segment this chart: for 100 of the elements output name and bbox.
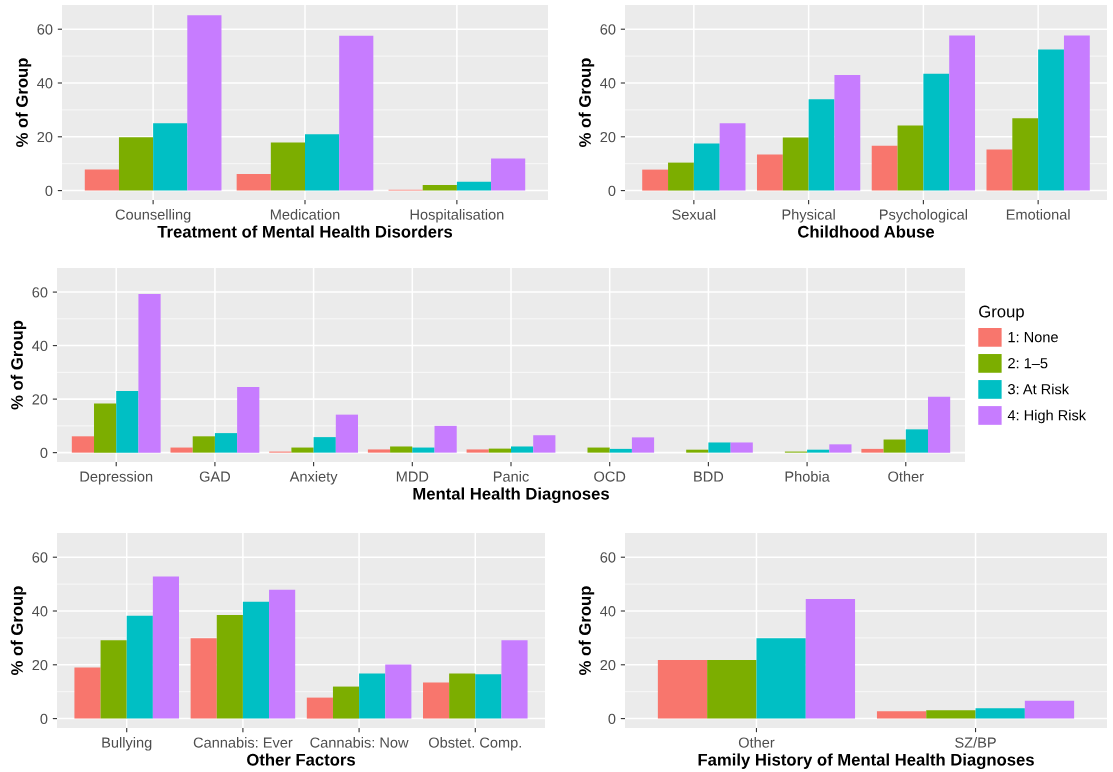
y-tick-label: 60: [32, 552, 48, 563]
bar: [905, 429, 928, 453]
x-tick-label: Other: [738, 737, 775, 748]
bar: [236, 173, 271, 191]
bar: [71, 436, 95, 453]
bar: [367, 449, 391, 453]
bar: [861, 448, 884, 453]
y-tick-label: 20: [600, 659, 616, 671]
bar: [986, 149, 1013, 191]
y-axis-title: % of Group: [10, 320, 27, 410]
bar: [834, 74, 861, 191]
bar: [807, 449, 830, 453]
x-tick-label: Hospitalisation: [410, 209, 504, 223]
bar: [449, 673, 476, 719]
bar: [708, 442, 731, 453]
y-tick-label: 40: [600, 78, 616, 89]
x-axis-title: Family History of Mental Health Diagnoses: [698, 753, 1034, 770]
bar: [153, 123, 188, 191]
legend-label: 4: High Risk: [1007, 409, 1087, 424]
bar: [94, 403, 117, 453]
x-tick-label: Other: [888, 471, 924, 482]
y-tick-label: 40: [600, 606, 616, 617]
y-tick-label: 0: [40, 713, 48, 725]
legend-label: 2: 1–5: [1008, 357, 1048, 369]
bar: [897, 125, 924, 191]
x-tick-label: Panic: [493, 471, 529, 482]
y-tick-label: 60: [32, 287, 48, 298]
bar: [412, 447, 435, 453]
y-tick-label: 0: [608, 713, 616, 725]
bar: [138, 293, 161, 453]
bar: [306, 697, 333, 719]
x-tick-label: Cannabis: Now: [310, 737, 409, 748]
bar: [335, 414, 359, 453]
bar: [270, 142, 305, 191]
bar: [116, 391, 139, 453]
x-tick-label: Emotional: [1006, 209, 1070, 220]
x-tick-label: Counselling: [115, 209, 191, 223]
y-axis-title: % of Group: [578, 586, 595, 675]
x-axis-title: Other Factors: [247, 753, 355, 766]
y-tick-label: 60: [600, 552, 616, 563]
x-tick-label: Medication: [270, 209, 340, 220]
bar: [170, 447, 193, 453]
y-tick-label: 20: [37, 131, 53, 143]
y-tick-label: 40: [37, 78, 53, 89]
y-tick-label: 60: [37, 24, 53, 35]
y-tick-label: 20: [32, 394, 48, 405]
bar: [291, 447, 314, 453]
x-tick-label: Sexual: [672, 209, 716, 220]
y-tick-label: 0: [45, 185, 53, 197]
x-tick-label: Cannabis: Ever: [193, 737, 293, 748]
bar: [782, 137, 809, 191]
bar: [501, 640, 528, 719]
bar: [74, 667, 101, 719]
bar: [423, 682, 450, 719]
bar: [871, 145, 898, 191]
x-tick-label: OCD: [594, 471, 626, 482]
bar: [949, 35, 976, 191]
bar: [305, 134, 340, 191]
bar: [339, 35, 374, 191]
y-tick-label: 0: [40, 447, 48, 459]
x-tick-label: SZ/BP: [955, 737, 996, 748]
bar: [756, 154, 783, 191]
bar: [719, 123, 746, 191]
x-tick-label: MDD: [396, 471, 429, 482]
bar: [1024, 700, 1075, 719]
x-axis-title: Treatment of Mental Health Disorders: [157, 225, 453, 238]
x-tick-label: Obstet. Comp.: [428, 737, 521, 751]
x-tick-label: Depression: [80, 471, 153, 485]
bar: [488, 448, 511, 453]
x-tick-label: BDD: [694, 471, 724, 482]
bar: [707, 659, 757, 719]
bar: [491, 158, 526, 191]
bar: [1063, 35, 1090, 191]
bar: [216, 615, 243, 719]
y-axis-title: % of Group: [10, 586, 27, 675]
y-tick-label: 40: [32, 606, 48, 617]
bar: [214, 433, 238, 453]
bar: [876, 711, 927, 719]
bar: [126, 615, 153, 719]
x-tick-label: Physical: [782, 209, 835, 223]
bar: [1012, 118, 1039, 191]
bar: [657, 659, 708, 719]
x-axis-title: Mental Health Diagnoses: [413, 487, 609, 504]
bar: [192, 436, 215, 453]
legend-label: 3: At Risk: [1008, 383, 1070, 395]
bar: [152, 576, 179, 719]
bar: [190, 638, 217, 719]
bar: [642, 169, 669, 191]
bar: [668, 162, 694, 191]
x-tick-label: Psychological: [880, 209, 967, 223]
bar: [466, 449, 489, 453]
bar: [385, 664, 412, 719]
bar: [883, 439, 906, 453]
x-tick-label: GAD: [199, 471, 231, 482]
bar: [475, 674, 502, 719]
x-tick-label: Bullying: [102, 737, 152, 751]
bar: [609, 448, 632, 453]
bar: [100, 640, 127, 719]
bar: [693, 143, 720, 191]
bar: [927, 396, 951, 453]
